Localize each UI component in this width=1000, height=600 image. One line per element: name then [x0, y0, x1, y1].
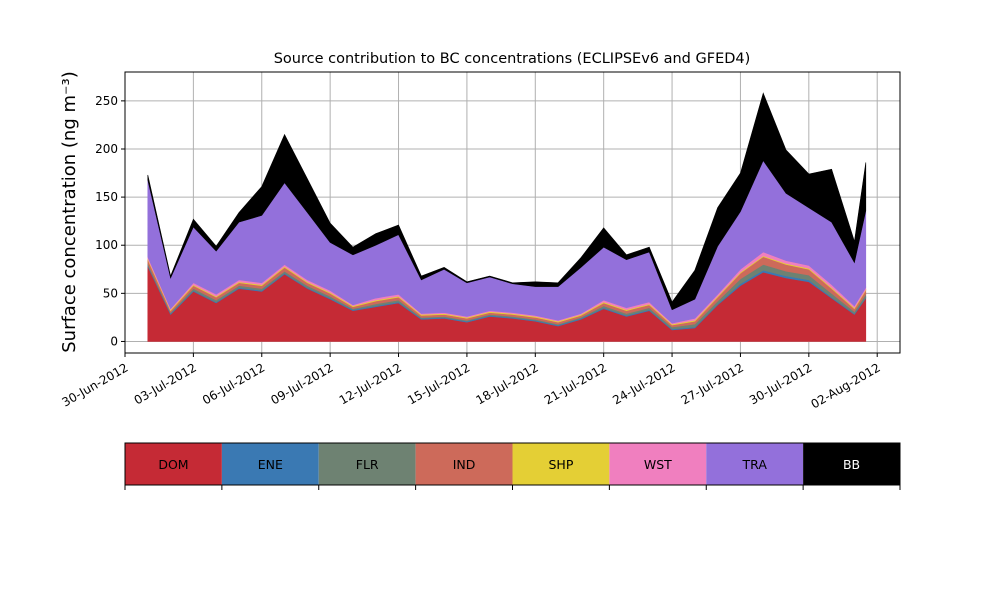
- y-axis-label: Surface concentration (ng m⁻³): [59, 71, 80, 353]
- legend-swatch-ind: [415, 443, 513, 485]
- legend-swatch-dom: [125, 443, 222, 485]
- legend-swatch-flr: [318, 443, 416, 485]
- legend-label-dom: DOM: [158, 457, 188, 472]
- x-tick-label: 09-Jul-2012: [268, 360, 335, 407]
- x-tick-label: 30-Jun-2012: [60, 360, 131, 409]
- plot-frame: [124, 71, 901, 354]
- legend-swatch-shp: [512, 443, 610, 485]
- legend-label-flr: FLR: [356, 457, 379, 472]
- y-tick-label: 50: [103, 286, 118, 300]
- x-tick-label: 30-Jul-2012: [747, 360, 814, 407]
- x-tick-label: 27-Jul-2012: [679, 360, 746, 407]
- legend-label-ene: ENE: [258, 457, 283, 472]
- y-tick-label: 100: [95, 238, 118, 252]
- x-tick-label: 03-Jul-2012: [132, 360, 199, 407]
- area-series-bb: [147, 92, 867, 311]
- legend-swatch-tra: [706, 443, 804, 485]
- x-tick-label: 12-Jul-2012: [337, 360, 404, 407]
- area-layer: [147, 92, 867, 342]
- x-tick-label: 18-Jul-2012: [473, 360, 540, 407]
- legend-label-ind: IND: [453, 457, 476, 472]
- x-tick-label: 24-Jul-2012: [610, 360, 677, 407]
- y-tick-label: 0: [110, 334, 118, 348]
- legend-label-wst: WST: [644, 457, 672, 472]
- chart-title: Source contribution to BC concentrations…: [274, 51, 751, 67]
- x-tick-label: 21-Jul-2012: [542, 360, 609, 407]
- x-tick-label: 02-Aug-2012: [808, 360, 882, 411]
- y-tick-label: 250: [95, 94, 118, 108]
- legend-label-bb: BB: [843, 457, 860, 472]
- x-tick-label: 06-Jul-2012: [200, 360, 267, 407]
- y-tick-label: 200: [95, 142, 118, 156]
- legend-swatch-ene: [221, 443, 319, 485]
- legend-label-shp: SHP: [549, 457, 574, 472]
- legend-label-tra: TRA: [742, 457, 768, 472]
- x-tick-label: 15-Jul-2012: [405, 360, 472, 407]
- y-tick-label: 150: [95, 190, 118, 204]
- legend-swatch-bb: [803, 443, 900, 485]
- legend: DOM ENE FLR IND SHP WST TRA BB: [124, 442, 901, 490]
- legend-swatch-wst: [609, 443, 707, 485]
